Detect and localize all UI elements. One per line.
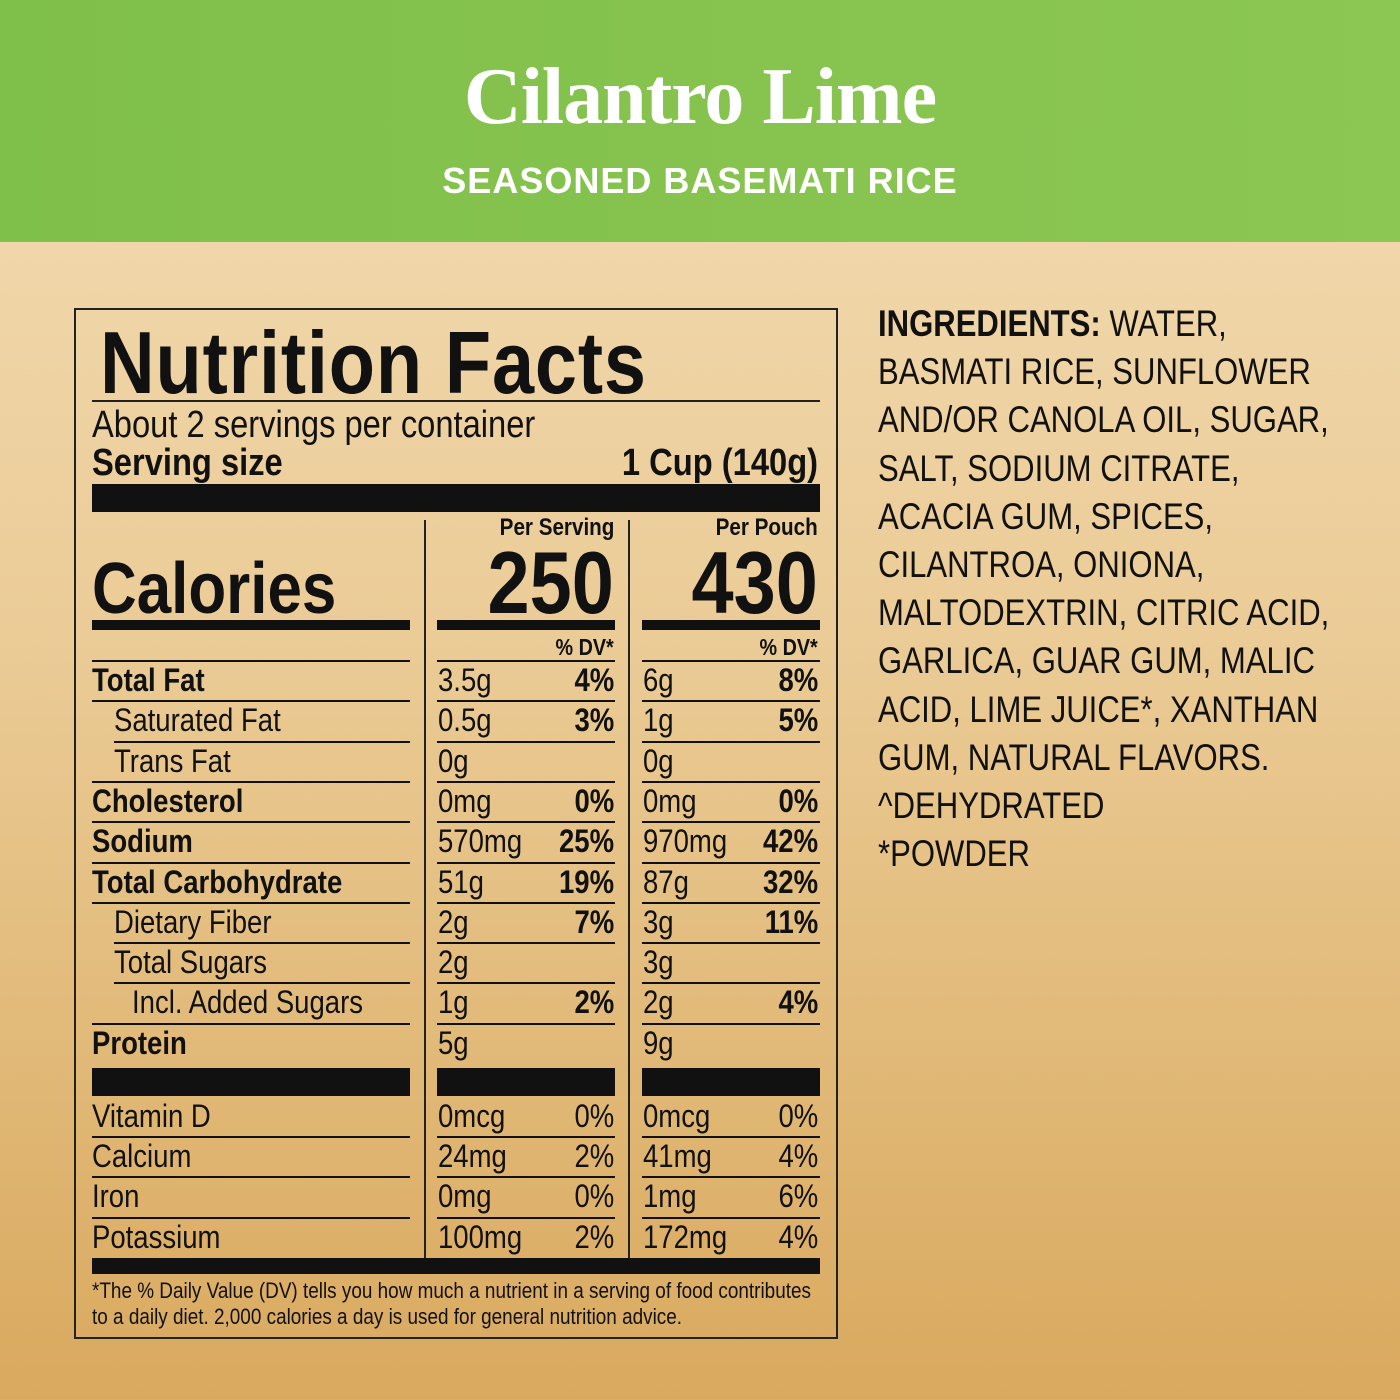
nutrient-amount-serving: 2g [438,944,469,981]
powder-note: *POWDER [878,833,1030,875]
vitamin-amount-serving: 100mg [438,1218,523,1255]
nutrient-name: Sodium [92,823,193,860]
nutrient-amount-pouch: 970mg [643,823,728,860]
nutrient-amount-pouch: 3g [643,903,674,940]
vitamin-dv-serving: 2% [574,1218,614,1255]
ingredients: INGREDIENTS: WATER, BASMATI RICE, SUNFLO… [878,300,1348,878]
nutrition-facts-label: Nutrition Facts About 2 servings per con… [74,308,838,1339]
nutrient-amount-pouch: 9g [643,1024,674,1061]
nutrient-amount-serving: 5g [438,1024,469,1061]
nutrient-dv-pouch: 0% [778,782,818,819]
nutrient-amount-pouch: 6g [643,662,674,698]
product-title: Cilantro Lime [463,53,937,141]
nutrient-name: Incl. Added Sugars [132,984,364,1021]
nutrient-dv-serving: 2% [574,984,614,1021]
vitamin-amount-serving: 24mg [438,1138,507,1175]
nutrient-name: Trans Fat [114,742,231,779]
vitamin-name: Potassium [92,1218,221,1255]
nutrient-dv-serving: 0% [574,782,614,819]
nutrient-amount-serving: 51g [438,863,484,900]
vitamin-amount-pouch: 0mcg [643,1098,711,1134]
nutrient-amount-pouch: 87g [643,863,689,900]
nutrient-amount-serving: 0g [438,742,469,779]
vitamin-name: Calcium [92,1138,192,1175]
nutrient-name: Saturated Fat [114,702,281,739]
calories-label: Calories [92,549,337,629]
nutrient-dv-pouch: 4% [778,984,818,1021]
nutrient-name: Protein [92,1024,187,1061]
nutrient-name: Total Carbohydrate [92,863,343,900]
vitamin-dv-serving: 0% [574,1098,614,1134]
nutrient-amount-pouch: 3g [643,944,674,981]
vitamin-dv-pouch: 6% [778,1178,818,1215]
nutrient-name: Cholesterol [92,782,244,819]
nutrient-amount-serving: 0.5g [438,702,492,739]
ingredients-text: WATER, BASMATI RICE, SUNFLOWER AND/OR CA… [878,303,1330,778]
nutrient-amount-pouch: 0g [643,742,674,779]
dehydrated-note: ^DEHYDRATED [878,785,1105,827]
nutrient-dv-pouch: 42% [762,823,818,860]
product-subtitle: SEASONED BASEMATI RICE [442,160,958,201]
vitamin-amount-pouch: 41mg [643,1138,712,1175]
calories-per-serving: 250 [487,533,614,632]
vitamin-amount-pouch: 1mg [643,1178,697,1215]
footnote: *The % Daily Value (DV) tells you how mu… [92,1278,811,1329]
vitamin-amount-pouch: 172mg [643,1218,728,1255]
nutrient-dv-serving: 4% [574,662,614,698]
nutrient-amount-serving: 570mg [438,823,523,860]
nutrient-name: Total Sugars [114,944,267,981]
vitamin-name: Iron [92,1178,140,1215]
per-serving-header: Per Serving [499,514,614,541]
nutrient-dv-pouch: 5% [778,702,818,739]
nutrient-amount-serving: 2g [438,903,469,940]
dv-header-serving: % DV* [555,634,614,660]
nutrient-amount-serving: 0mg [438,782,492,819]
vitamin-dv-serving: 2% [574,1138,614,1175]
per-pouch-header: Per Pouch [715,514,818,541]
vitamin-amount-serving: 0mcg [438,1098,506,1134]
nutrient-amount-serving: 1g [438,984,469,1021]
nutrient-dv-pouch: 8% [778,662,818,698]
nutrient-amount-pouch: 1g [643,702,674,739]
serving-size-value: 1 Cup (140g) [621,442,818,484]
nutrient-dv-serving: 7% [574,903,614,940]
nutrient-dv-serving: 25% [558,823,614,860]
calories-per-pouch: 430 [691,533,818,632]
vitamin-name: Vitamin D [92,1098,211,1134]
nutrient-amount-pouch: 0mg [643,782,697,819]
nutrient-amount-serving: 3.5g [438,662,492,698]
vitamin-dv-pouch: 4% [778,1138,818,1175]
vitamin-amount-serving: 0mg [438,1178,492,1215]
product-header: Cilantro Lime SEASONED BASEMATI RICE [0,0,1400,242]
nutrient-name: Dietary Fiber [114,903,272,940]
nutrient-dv-serving: 3% [574,702,614,739]
nutrient-dv-serving: 19% [558,863,614,900]
dv-header-pouch: % DV* [759,634,818,660]
ingredients-label: INGREDIENTS: [878,303,1101,344]
nutrient-name: Total Fat [92,662,205,698]
vitamin-dv-pouch: 0% [778,1098,818,1134]
serving-size-label: Serving size [92,442,283,484]
vitamin-dv-serving: 0% [574,1178,614,1215]
servings-per-container: About 2 servings per container [92,404,536,446]
nutrient-amount-pouch: 2g [643,984,674,1021]
nutrient-dv-pouch: 11% [764,903,818,940]
vitamin-dv-pouch: 4% [778,1218,818,1255]
nutrition-facts-title: Nutrition Facts [100,313,647,412]
nutrient-dv-pouch: 32% [762,863,818,900]
